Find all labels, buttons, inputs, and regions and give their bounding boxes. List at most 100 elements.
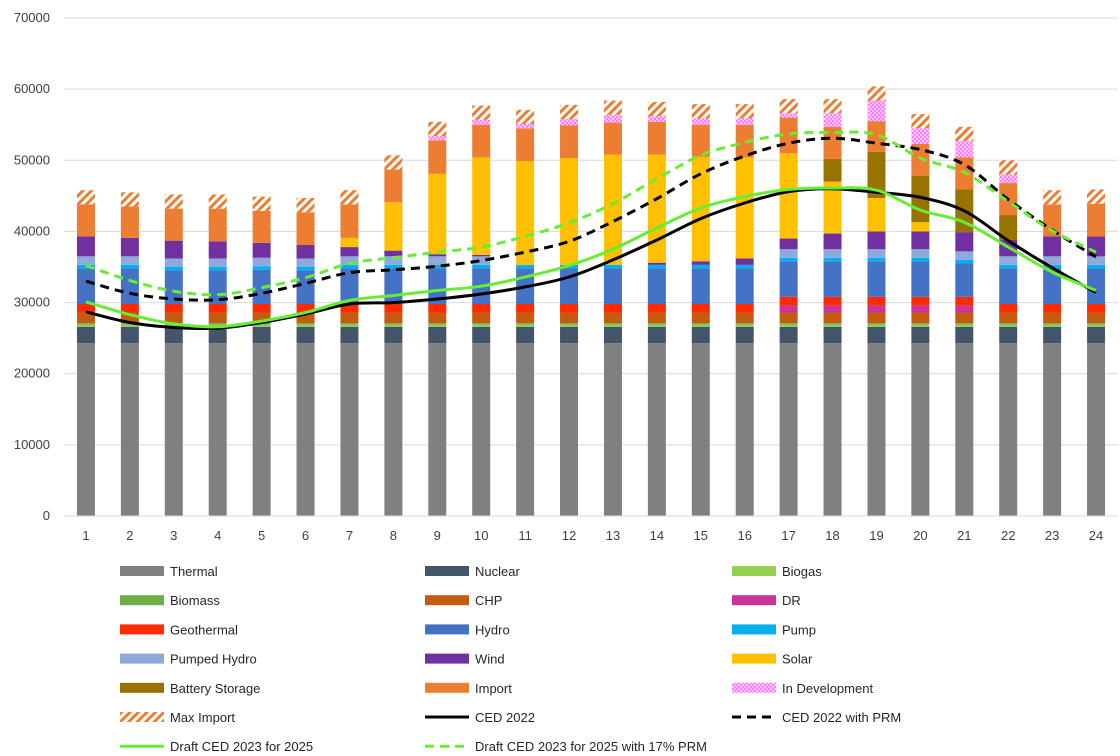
bar-segment-biogas <box>1087 324 1106 327</box>
bar-segment-hydro <box>1043 268 1062 304</box>
y-tick-label: 40000 <box>14 223 50 238</box>
x-tick-label: 3 <box>170 528 177 543</box>
bar-segment-nuclear <box>955 326 974 344</box>
legend-swatch <box>120 682 164 693</box>
legend-item-geothermal: Geothermal <box>120 622 238 637</box>
x-tick-label: 14 <box>650 528 664 543</box>
legend-swatch <box>425 653 469 664</box>
bar-segment-thermal <box>120 343 139 516</box>
bar-segment-import <box>472 124 491 158</box>
bar-segment-solar <box>779 153 798 239</box>
bar-segment-solar <box>472 157 491 255</box>
bar-segment-in-development <box>472 119 491 125</box>
bar-segment-wind <box>691 261 710 265</box>
bar-segment-pump <box>428 264 447 269</box>
legend-label: DR <box>782 593 801 608</box>
bar-stack <box>1087 189 1106 516</box>
bar-segment-pump <box>911 257 930 262</box>
bar-segment-biomass <box>208 323 227 325</box>
bar-segment-pump <box>867 257 886 262</box>
gridlines <box>64 17 1118 446</box>
bar-segment-max-import <box>603 100 622 115</box>
x-tick-label: 23 <box>1045 528 1059 543</box>
bar-segment-biomass <box>867 323 886 325</box>
x-tick-label: 7 <box>346 528 353 543</box>
legend-swatch <box>120 624 164 635</box>
bar-stack <box>296 197 315 516</box>
bar-segment-nuclear <box>340 326 359 344</box>
bar-segment-biomass <box>516 323 535 325</box>
bar-segment-import <box>735 124 754 158</box>
bar-segment-wind <box>867 231 886 250</box>
bar-segment-in-development <box>823 113 842 127</box>
y-tick-label: 30000 <box>14 295 50 310</box>
bar-segment-thermal <box>955 343 974 516</box>
bar-segment-chp <box>823 312 842 324</box>
bar-segment-pumped-hydro <box>296 258 315 267</box>
legend-swatch <box>120 712 164 722</box>
bar-segment-max-import <box>296 197 315 213</box>
bar-segment-nuclear <box>911 326 930 344</box>
legend-item-solar: Solar <box>732 652 813 667</box>
bar-segment-geothermal <box>428 303 447 313</box>
bar-segment-thermal <box>76 343 95 516</box>
bar-segment-geothermal <box>516 303 535 313</box>
y-tick-label: 60000 <box>14 81 50 96</box>
bar-segment-chp <box>516 312 535 324</box>
legend-swatch <box>425 682 469 693</box>
bar-stack <box>208 194 227 516</box>
bar-stack <box>867 86 886 516</box>
legend-item-import: Import <box>425 681 512 696</box>
bar-segment-hydro <box>296 270 315 304</box>
bar-stack <box>428 121 447 516</box>
x-tick-label: 16 <box>737 528 751 543</box>
bar-segment-chp <box>164 312 183 324</box>
bar-segment-max-import <box>472 105 491 120</box>
legend-swatch <box>732 682 776 693</box>
bar-segment-nuclear <box>1043 326 1062 344</box>
line-ced-2022-with-prm <box>85 136 1097 302</box>
bar-segment-pumped-hydro <box>120 256 139 265</box>
bar-stack <box>735 104 754 516</box>
bar-segment-biogas <box>428 324 447 327</box>
bar-segment-geothermal <box>823 296 842 306</box>
bar-segment-solar <box>647 154 666 263</box>
bar-segment-hydro <box>779 261 798 297</box>
legend-label: Pumped Hydro <box>170 652 257 667</box>
bar-segment-pump <box>735 264 754 269</box>
bar-segment-max-import <box>911 114 930 129</box>
bar-segment-biogas <box>867 324 886 327</box>
bar-segment-in-development <box>428 136 447 141</box>
bar-segment-import <box>252 210 271 243</box>
bar-segment-nuclear <box>76 326 95 344</box>
bar-segment-wind <box>911 231 930 250</box>
bar-segment-wind <box>1043 236 1062 257</box>
bar-segment-solar <box>560 158 579 265</box>
bar-segment-max-import <box>1043 190 1062 205</box>
bar-segment-biomass <box>779 323 798 325</box>
bar-segment-biogas <box>340 324 359 327</box>
bar-segment-solar <box>823 181 842 234</box>
y-tick-label: 0 <box>43 508 50 523</box>
legend-swatch <box>732 653 776 664</box>
bar-segment-biogas <box>472 324 491 327</box>
legend-swatch <box>732 595 776 606</box>
bar-segment-thermal <box>384 343 403 516</box>
bar-segment-solar <box>516 160 535 265</box>
legend-swatch <box>732 624 776 635</box>
legend-label: Hydro <box>475 622 510 637</box>
bar-segment-hydro <box>911 261 930 297</box>
bar-segment-pump <box>164 267 183 271</box>
bar-segment-pumped-hydro <box>208 258 227 267</box>
bar-segment-biogas <box>647 324 666 327</box>
bar-segment-nuclear <box>647 326 666 344</box>
bar-segment-biomass <box>999 323 1018 325</box>
y-axis-tick-labels: 0 10000 20000 30000 40000 50000 60000 70000 <box>14 10 50 523</box>
bar-segment-chp <box>911 312 930 324</box>
line-draft-ced-2023-for-2025 <box>85 186 1097 329</box>
bar-segment-biomass <box>1087 323 1106 325</box>
bar-segment-wind <box>735 258 754 265</box>
bar-segment-geothermal <box>955 296 974 306</box>
bar-segment-chp <box>647 312 666 324</box>
bar-stack <box>779 99 798 516</box>
